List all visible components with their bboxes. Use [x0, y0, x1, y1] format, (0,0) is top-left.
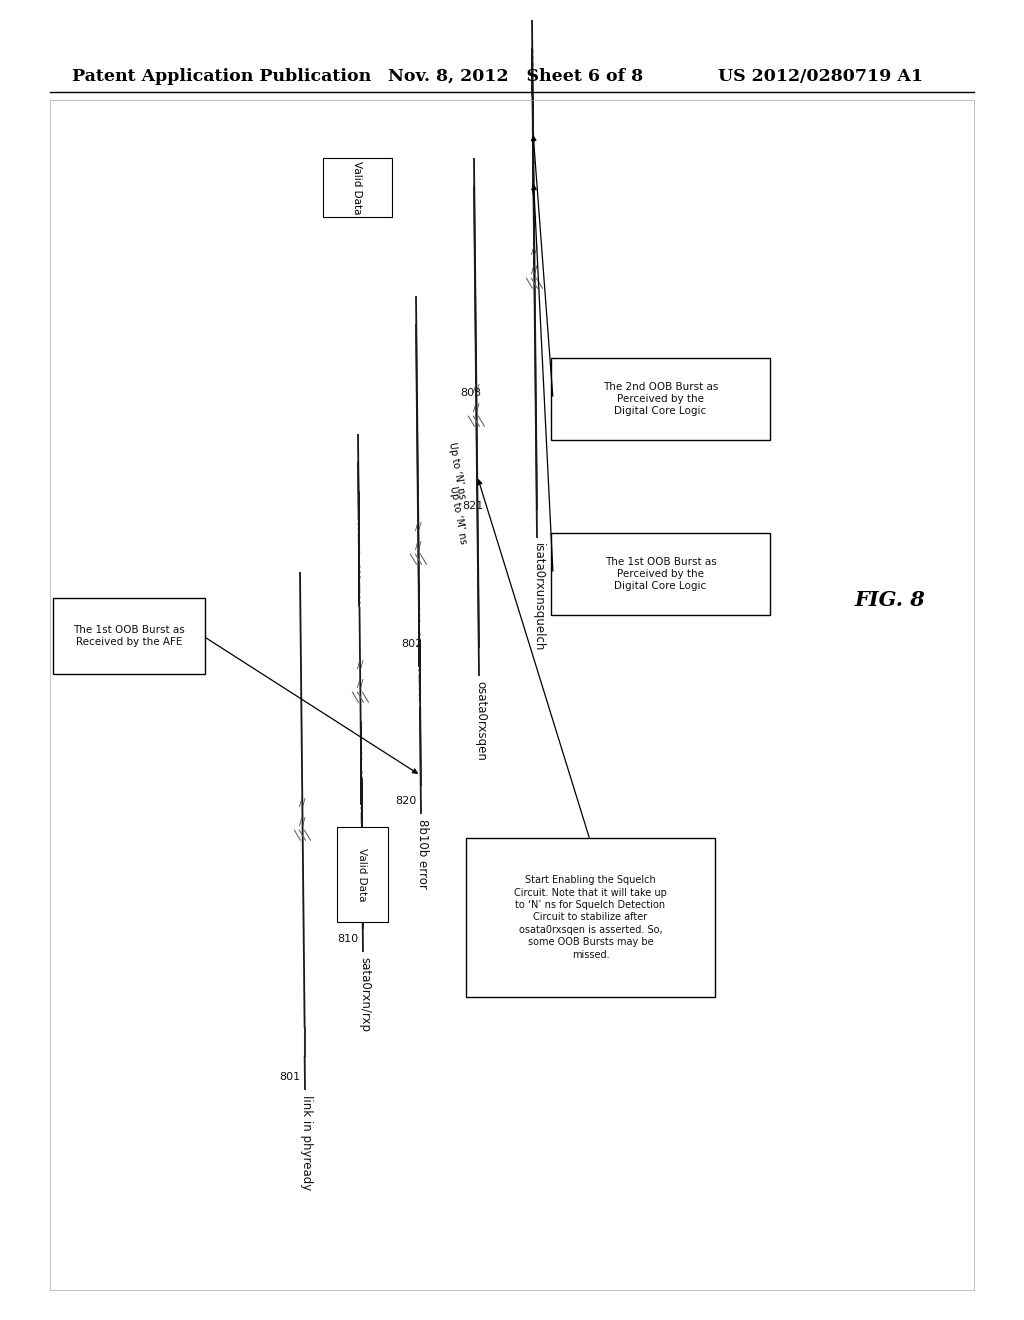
Text: The 1st OOB Burst as
Perceived by the
Digital Core Logic: The 1st OOB Burst as Perceived by the Di… [604, 557, 717, 591]
Text: //: // [473, 404, 479, 413]
Text: Valid Data: Valid Data [352, 161, 362, 215]
Text: Up to ‘N’ ns: Up to ‘N’ ns [447, 441, 467, 500]
Text: The 1st OOB Burst as
Received by the AFE: The 1st OOB Burst as Received by the AFE [73, 624, 185, 647]
Text: sata0rxn/rxp: sata0rxn/rxp [358, 957, 371, 1032]
Polygon shape [532, 20, 535, 268]
Text: Valid Data: Valid Data [357, 847, 368, 902]
Text: FIG. 8: FIG. 8 [855, 590, 926, 610]
Text: //: // [473, 384, 479, 393]
Text: 810: 810 [338, 935, 358, 944]
Text: //: // [299, 797, 305, 808]
Polygon shape [474, 158, 477, 490]
FancyBboxPatch shape [466, 838, 715, 997]
FancyBboxPatch shape [551, 358, 770, 440]
Text: isata0rxunsquelch: isata0rxunsquelch [532, 543, 545, 651]
Text: link in phyready: link in phyready [300, 1096, 313, 1191]
Text: //: // [357, 680, 364, 689]
Text: 801: 801 [280, 1072, 301, 1082]
Text: The 2nd OOB Burst as
Perceived by the
Digital Core Logic: The 2nd OOB Burst as Perceived by the Di… [603, 381, 718, 416]
Text: 821: 821 [462, 502, 483, 511]
FancyBboxPatch shape [323, 158, 392, 216]
Polygon shape [300, 572, 305, 1056]
Text: osata0rxsqen: osata0rxsqen [474, 681, 487, 760]
Text: Up to ‘M’ ns: Up to ‘M’ ns [447, 484, 468, 544]
Text: Nov. 8, 2012   Sheet 6 of 8: Nov. 8, 2012 Sheet 6 of 8 [388, 69, 643, 84]
Text: //: // [531, 265, 538, 276]
Text: Start Enabling the Squelch
Circuit. Note that it will take up
to ‘N’ ns for Sque: Start Enabling the Squelch Circuit. Note… [514, 875, 667, 960]
Text: //: // [415, 541, 422, 552]
Text: //: // [415, 521, 422, 532]
Text: 8b10b error: 8b10b error [416, 818, 429, 888]
Text: Patent Application Publication: Patent Application Publication [72, 69, 372, 84]
Text: 820: 820 [395, 796, 417, 807]
Text: //: // [357, 660, 364, 669]
Text: //: // [530, 246, 538, 256]
Text: 803: 803 [461, 388, 482, 399]
Text: US 2012/0280719 A1: US 2012/0280719 A1 [718, 69, 923, 84]
FancyBboxPatch shape [53, 598, 205, 675]
Text: 802: 802 [400, 639, 422, 649]
Text: //: // [299, 817, 305, 828]
FancyBboxPatch shape [551, 533, 770, 615]
